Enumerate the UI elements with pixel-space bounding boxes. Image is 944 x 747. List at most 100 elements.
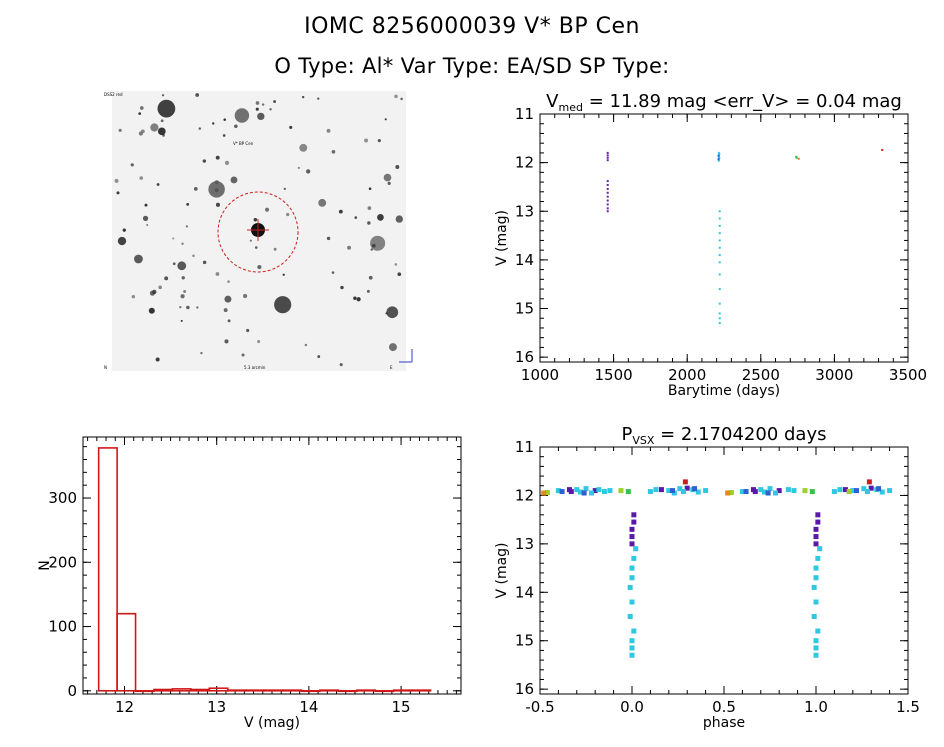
- star: [318, 198, 327, 207]
- star: [155, 357, 160, 362]
- data-point: [767, 486, 773, 492]
- star: [400, 97, 403, 101]
- star: [383, 173, 392, 182]
- star: [274, 296, 292, 314]
- data-point: [606, 180, 609, 183]
- data-point: [555, 488, 561, 494]
- y-tick-label: 15: [515, 632, 534, 650]
- star: [264, 207, 270, 212]
- y-tick-label: 11: [515, 438, 534, 456]
- star: [186, 305, 190, 310]
- data-point: [785, 487, 791, 493]
- star: [353, 296, 357, 300]
- star: [394, 94, 398, 99]
- data-point: [718, 317, 721, 320]
- star: [180, 294, 185, 299]
- data-point: [596, 487, 602, 493]
- data-point: [718, 312, 721, 315]
- data-point: [718, 261, 721, 264]
- x-tick-label: 3500: [889, 366, 927, 384]
- star: [140, 129, 145, 134]
- star: [144, 203, 148, 207]
- data-point: [717, 157, 720, 160]
- phased-light-curve-xlabel: phase: [703, 715, 745, 731]
- star: [340, 285, 344, 290]
- histogram-bar: [153, 688, 174, 692]
- data-point: [618, 488, 624, 494]
- star: [193, 186, 198, 191]
- star: [249, 239, 252, 242]
- data-point: [813, 565, 819, 571]
- star: [394, 263, 398, 266]
- star: [162, 134, 165, 137]
- data-point: [718, 302, 721, 305]
- star: [255, 101, 260, 105]
- star: [241, 353, 245, 357]
- data-point: [681, 489, 687, 495]
- data-point: [647, 489, 653, 495]
- y-tick-label: 300: [48, 489, 77, 507]
- star: [354, 216, 358, 219]
- data-point: [881, 148, 884, 151]
- star: [222, 134, 226, 137]
- data-point: [717, 159, 720, 162]
- data-point: [629, 645, 635, 651]
- y-tick-label: 16: [515, 680, 534, 698]
- star: [142, 215, 149, 221]
- data-point: [752, 489, 758, 495]
- star: [172, 237, 175, 240]
- star: [395, 215, 403, 223]
- data-point: [811, 614, 817, 620]
- star: [118, 128, 122, 132]
- y-tick-label: 14: [515, 251, 534, 269]
- star: [331, 271, 335, 274]
- star: [371, 243, 376, 248]
- star: [282, 273, 285, 276]
- phased-light-curve-title: PVSX = 2.1704200 days: [622, 424, 827, 447]
- star: [230, 176, 238, 184]
- data-point: [606, 199, 609, 202]
- star: [317, 97, 320, 100]
- star: [116, 191, 120, 195]
- data-point: [718, 210, 721, 213]
- data-point: [837, 487, 843, 493]
- data-point: [653, 487, 659, 493]
- data-point: [541, 490, 547, 496]
- data-point: [866, 479, 872, 485]
- data-point: [879, 489, 885, 495]
- star: [215, 272, 220, 276]
- star: [338, 209, 343, 214]
- star: [227, 319, 231, 323]
- histogram-ylabel: N: [37, 560, 53, 570]
- finding-chart-label-bottom-left: N: [104, 365, 107, 370]
- star: [395, 165, 400, 169]
- star: [388, 343, 397, 352]
- x-tick-label: 14: [299, 698, 318, 716]
- data-point: [743, 489, 749, 495]
- data-point: [815, 555, 821, 561]
- data-point: [692, 486, 698, 492]
- data-point: [758, 487, 764, 493]
- star: [185, 225, 189, 228]
- data-point: [631, 519, 637, 525]
- data-point: [813, 541, 819, 547]
- star: [181, 242, 184, 245]
- star: [257, 112, 265, 121]
- histogram-frame: [82, 436, 462, 695]
- x-tick-label: 12: [115, 698, 134, 716]
- data-point: [865, 489, 871, 495]
- star: [386, 306, 399, 319]
- star: [114, 178, 119, 183]
- data-point: [606, 154, 609, 157]
- data-point: [718, 224, 721, 227]
- data-point: [739, 489, 745, 495]
- star: [377, 213, 384, 221]
- star: [234, 108, 250, 123]
- star: [339, 363, 343, 367]
- data-point: [606, 151, 609, 154]
- data-point: [606, 207, 609, 210]
- data-point: [718, 246, 721, 249]
- data-point: [690, 487, 696, 493]
- star: [385, 312, 388, 315]
